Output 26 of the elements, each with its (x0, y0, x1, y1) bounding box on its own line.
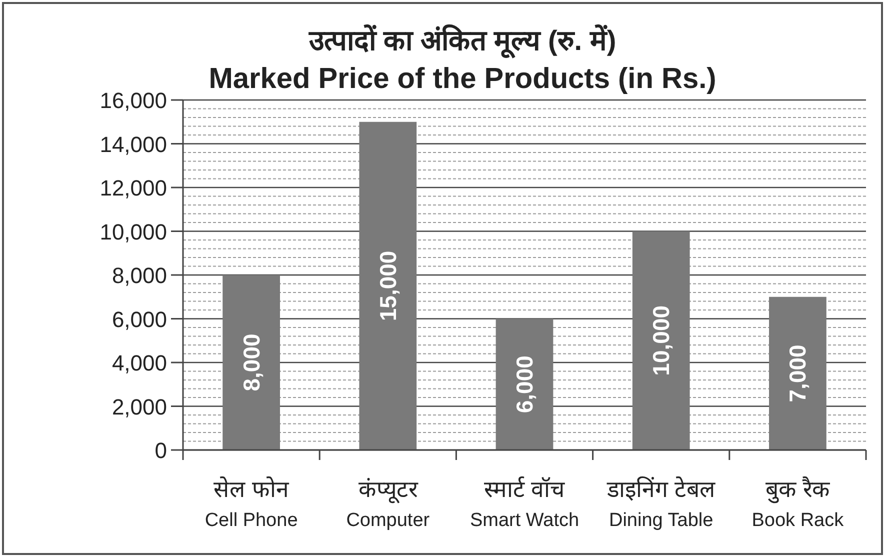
ytick-label: 4,000 (112, 350, 167, 376)
xtick-label: स्मार्ट वॉच (484, 476, 566, 502)
ytick-label: 6,000 (112, 306, 167, 332)
data-label: 10,000 (648, 305, 674, 376)
data-label: 8,000 (238, 334, 264, 392)
ytick-label: 14,000 (100, 132, 167, 157)
xtick-label: Book Rack (752, 510, 844, 531)
xtick-label: कंप्यूटर (358, 476, 418, 502)
title: उत्पादों का अंकित मूल्य (रु. में) (308, 25, 616, 56)
ytick-label: 12,000 (100, 176, 167, 200)
subtitle: Marked Price of the Products (in Rs.) (208, 63, 716, 95)
xtick-label: डाइनिंग टेबल (606, 476, 716, 502)
xtick-label: Computer (346, 510, 430, 531)
ytick-label: 2,000 (112, 394, 167, 420)
xtick-label: Dining Table (608, 510, 714, 531)
ytick-label: 16,000 (100, 88, 167, 113)
xtick-label: Smart Watch (470, 510, 580, 531)
xtick-label: बुक रैक (766, 476, 830, 502)
ytick-label: 10,000 (100, 219, 167, 244)
data-label: 6,000 (512, 356, 538, 414)
ytick-label: 0 (154, 438, 167, 463)
xtick-label: Cell Phone (204, 510, 298, 531)
data-label: 7,000 (784, 344, 811, 402)
data-label: 15,000 (374, 250, 401, 322)
ytick-label: 8,000 (112, 263, 167, 288)
xtick-label: सेल फोन (214, 476, 289, 502)
